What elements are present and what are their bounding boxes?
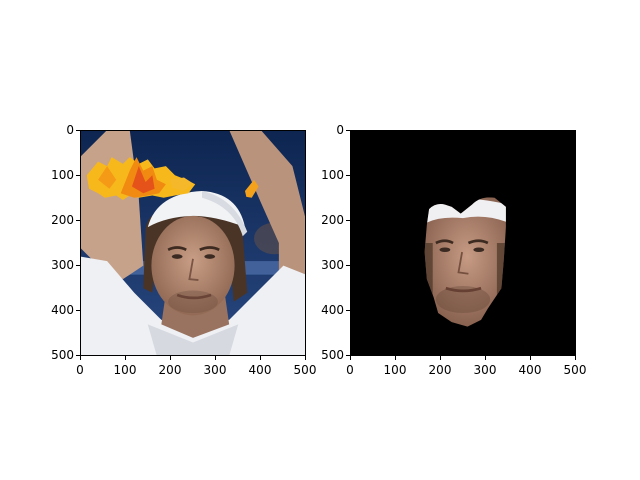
- y-tick-mark: [76, 220, 80, 221]
- y-tick-mark: [76, 355, 80, 356]
- x-tick-mark: [395, 356, 396, 360]
- y-tick-label: 500: [321, 348, 344, 362]
- y-tick-label: 100: [321, 168, 344, 182]
- y-tick-mark: [346, 310, 350, 311]
- masked-face-image: [350, 130, 576, 356]
- y-tick-mark: [76, 175, 80, 176]
- y-tick-label: 200: [51, 213, 74, 227]
- y-tick-mark: [76, 130, 80, 131]
- photo-image: [80, 130, 306, 356]
- y-tick-label: 0: [336, 123, 344, 137]
- y-tick-mark: [346, 220, 350, 221]
- y-tick-mark: [346, 175, 350, 176]
- x-tick-label: 400: [248, 363, 272, 377]
- x-tick-mark: [215, 356, 216, 360]
- x-tick-label: 300: [473, 363, 497, 377]
- x-tick-label: 500: [293, 363, 317, 377]
- x-tick-label: 200: [428, 363, 452, 377]
- x-tick-label: 0: [76, 363, 84, 377]
- y-tick-mark: [346, 265, 350, 266]
- x-tick-mark: [80, 356, 81, 360]
- y-tick-label: 300: [321, 258, 344, 272]
- x-tick-mark: [575, 356, 576, 360]
- y-tick-mark: [76, 310, 80, 311]
- x-tick-label: 500: [563, 363, 587, 377]
- x-tick-mark: [260, 356, 261, 360]
- x-tick-label: 200: [158, 363, 182, 377]
- y-tick-label: 0: [66, 123, 74, 137]
- right-image-panel: 0 100 200 300 400 500 0 100 200 300 400 …: [321, 123, 586, 377]
- x-tick-label: 400: [518, 363, 542, 377]
- x-tick-label: 300: [203, 363, 227, 377]
- x-tick-mark: [305, 356, 306, 360]
- x-tick-label: 100: [383, 363, 407, 377]
- y-tick-label: 100: [51, 168, 74, 182]
- x-tick-mark: [170, 356, 171, 360]
- y-tick-label: 500: [51, 348, 74, 362]
- leaf-overlay: [86, 157, 259, 201]
- y-tick-mark: [76, 265, 80, 266]
- x-tick-mark: [350, 356, 351, 360]
- x-tick-mark: [530, 356, 531, 360]
- x-tick-mark: [125, 356, 126, 360]
- x-tick-label: 100: [113, 363, 137, 377]
- y-tick-label: 200: [321, 213, 344, 227]
- y-tick-label: 400: [321, 303, 344, 317]
- y-tick-mark: [346, 355, 350, 356]
- y-tick-label: 400: [51, 303, 74, 317]
- x-tick-mark: [440, 356, 441, 360]
- y-tick-label: 300: [51, 258, 74, 272]
- y-tick-mark: [346, 130, 350, 131]
- left-image-panel: 0 100 200 300 400 500 0 100 200 300 400 …: [51, 123, 316, 377]
- x-tick-label: 0: [346, 363, 354, 377]
- x-tick-mark: [485, 356, 486, 360]
